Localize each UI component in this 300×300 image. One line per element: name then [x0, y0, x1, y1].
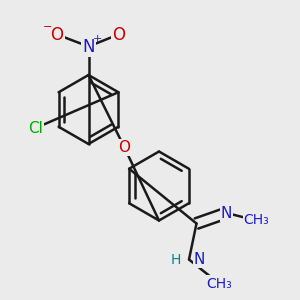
- Text: H: H: [171, 253, 181, 266]
- Text: O: O: [112, 26, 125, 44]
- Text: Cl: Cl: [28, 121, 43, 136]
- Text: CH₃: CH₃: [206, 277, 232, 290]
- Text: N: N: [194, 252, 205, 267]
- Text: +: +: [93, 34, 102, 44]
- Text: N: N: [221, 206, 232, 220]
- Text: O: O: [118, 140, 130, 155]
- Text: −: −: [43, 22, 53, 32]
- Text: CH₃: CH₃: [244, 214, 269, 227]
- Text: O: O: [50, 26, 64, 44]
- Text: N: N: [82, 38, 95, 56]
